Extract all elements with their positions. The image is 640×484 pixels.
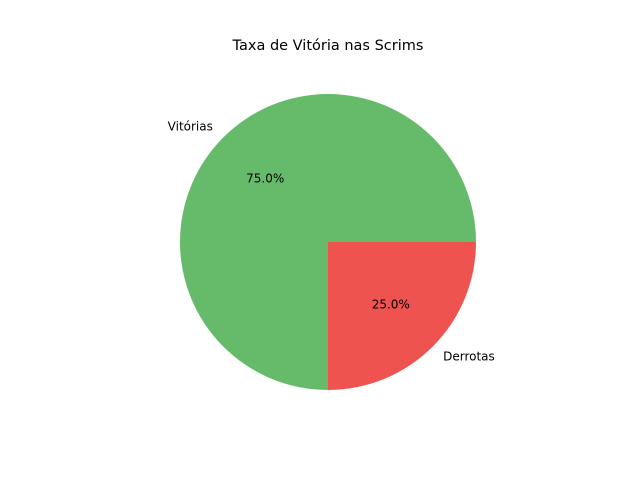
pie-slices — [180, 94, 476, 390]
pie-slice-derrotas — [328, 242, 476, 390]
chart-title: Taxa de Vitória nas Scrims — [232, 38, 424, 54]
slice-percent-vitorias: 75.0% — [246, 172, 284, 186]
slice-label-derrotas: Derrotas — [443, 350, 495, 364]
pie-labels: Vitórias 75.0% Derrotas 25.0% — [168, 119, 495, 363]
slice-label-vitorias: Vitórias — [168, 119, 213, 133]
slice-percent-derrotas: 25.0% — [372, 297, 410, 311]
